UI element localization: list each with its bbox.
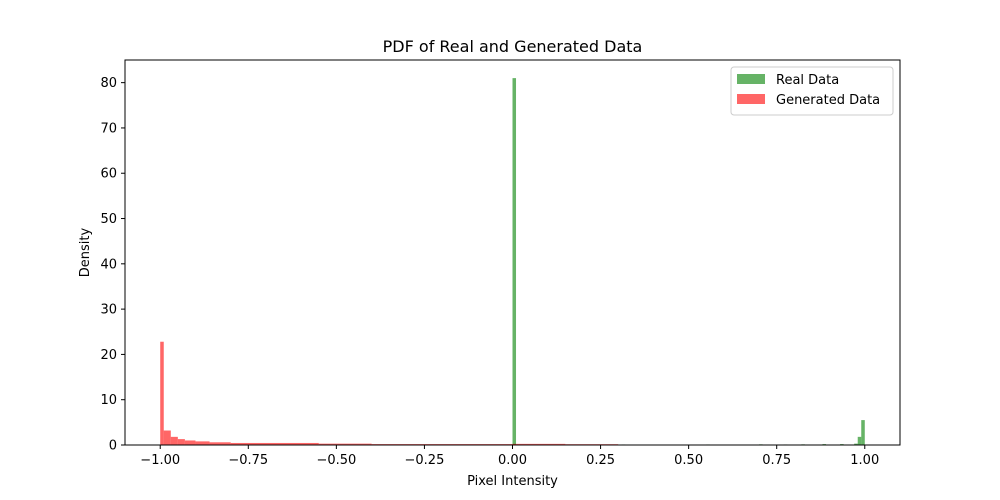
bar-generated-5 (195, 441, 210, 445)
x-tick-label: 1.00 (850, 453, 879, 468)
x-tick-label: 0.75 (762, 453, 791, 468)
bar-generated-7 (230, 442, 319, 445)
legend: Real Data Generated Data (730, 66, 894, 116)
bar-generated-10 (512, 443, 566, 445)
legend-swatch-real (737, 74, 765, 84)
bar-generated-6 (209, 442, 231, 445)
bar-real-10 (854, 443, 858, 445)
legend-swatch-generated (737, 94, 765, 104)
bar-generated-4 (184, 440, 196, 445)
x-tick-label: 0.00 (498, 453, 527, 468)
legend-label-generated: Generated Data (776, 93, 880, 108)
x-tick-label: 0.25 (586, 453, 615, 468)
axes-layer: −1.00 −0.75 −0.50 −0.25 0.00 0.25 0.50 0.75 1.00… (100, 59, 901, 468)
chart-title: PDF of Real and Generated Data (383, 37, 643, 56)
y-tick-label: 40 (100, 257, 117, 272)
y-tick-label: 80 (100, 76, 117, 91)
bar-real-12 (861, 420, 865, 445)
bar-generated-3 (177, 439, 185, 445)
bar-generated-2 (170, 436, 178, 445)
x-axis-label: Pixel Intensity (467, 474, 558, 489)
y-tick-label: 10 (100, 393, 117, 408)
x-tick-label: −0.75 (228, 453, 268, 468)
y-tick-label: 60 (100, 167, 117, 182)
y-axis-label: Density (78, 227, 93, 277)
legend-label-real: Real Data (776, 73, 839, 88)
y-tick-label: 50 (100, 212, 117, 227)
bar-generated-1 (163, 430, 171, 445)
y-tick-label: 30 (100, 303, 117, 318)
x-tick-label: −0.50 (316, 453, 356, 468)
x-tick-label: 0.50 (674, 453, 703, 468)
legend-box (730, 66, 894, 116)
bar-real-11 (857, 436, 862, 445)
y-tick-label: 0 (109, 439, 117, 454)
bar-generated-0 (160, 341, 164, 445)
y-tick-label: 20 (100, 348, 117, 363)
bar-real-0 (512, 78, 517, 445)
y-tick-label: 70 (100, 121, 117, 136)
x-tick-label: −1.00 (140, 453, 180, 468)
bar-generated-8 (318, 443, 372, 445)
x-tick-label: −0.25 (405, 453, 445, 468)
